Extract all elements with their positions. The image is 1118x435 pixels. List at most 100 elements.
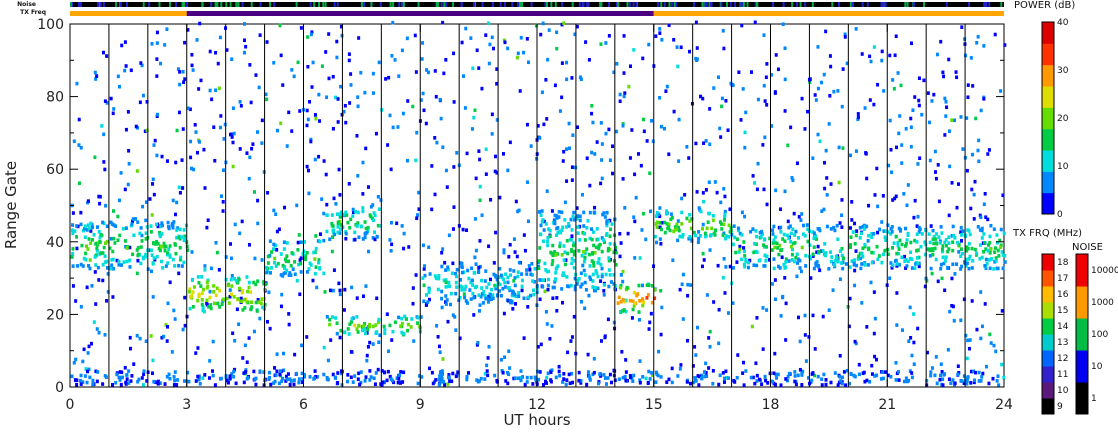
heatmap-cell <box>440 369 444 373</box>
heatmap-cell <box>430 207 434 212</box>
heatmap-cell <box>917 230 921 234</box>
noise-bar-tick <box>755 2 758 7</box>
heatmap-cell <box>878 227 882 232</box>
heatmap-cell <box>561 159 565 163</box>
heatmap-cell <box>939 362 943 366</box>
heatmap-cell <box>619 309 623 314</box>
heatmap-cell <box>313 271 317 276</box>
heatmap-cell <box>344 210 348 215</box>
heatmap-cell <box>331 126 335 131</box>
heatmap-cell <box>763 253 767 258</box>
heatmap-cell <box>570 261 574 266</box>
heatmap-cell <box>198 382 202 386</box>
heatmap-cell <box>791 227 795 232</box>
txfreq-colorbar-tick-label: 17 <box>1057 274 1068 284</box>
heatmap-cell <box>268 271 272 275</box>
heatmap-cell <box>584 288 588 292</box>
heatmap-cell <box>287 312 291 316</box>
heatmap-cell <box>437 377 441 382</box>
heatmap-cell <box>186 370 190 375</box>
heatmap-cell <box>718 373 722 378</box>
heatmap-cell <box>712 231 716 236</box>
heatmap-cell <box>863 242 867 247</box>
heatmap-cell <box>894 361 898 365</box>
heatmap-cell <box>758 258 762 262</box>
heatmap-cell <box>798 367 802 372</box>
heatmap-cell <box>598 372 602 376</box>
heatmap-cell <box>363 235 367 240</box>
heatmap-cell <box>306 35 310 39</box>
heatmap-cell <box>332 196 336 201</box>
heatmap-cell <box>201 305 205 310</box>
heatmap-cell <box>83 224 87 229</box>
heatmap-cell <box>548 228 552 233</box>
heatmap-cell <box>141 256 145 261</box>
heatmap-cell <box>751 375 755 380</box>
heatmap-cell <box>868 380 872 384</box>
heatmap-cell <box>330 213 334 217</box>
heatmap-cell <box>480 292 484 296</box>
heatmap-cell <box>349 375 353 380</box>
heatmap-cell <box>458 284 462 288</box>
heatmap-cell <box>434 276 438 281</box>
heatmap-cell <box>612 320 616 325</box>
heatmap-cell <box>873 374 877 378</box>
heatmap-cell <box>825 193 829 197</box>
heatmap-cell <box>368 340 372 345</box>
heatmap-cell <box>493 283 497 288</box>
heatmap-cell <box>464 299 468 303</box>
heatmap-cell <box>427 290 431 295</box>
heatmap-cell <box>966 246 970 251</box>
heatmap-cell <box>717 307 721 312</box>
heatmap-cell <box>964 257 968 262</box>
heatmap-cell <box>605 223 609 228</box>
heatmap-cell <box>916 162 920 166</box>
noise-bar-tick <box>545 2 548 7</box>
heatmap-cell <box>502 250 506 255</box>
heatmap-cell <box>888 53 892 58</box>
heatmap-cell <box>972 192 976 197</box>
heatmap-cell <box>945 105 949 110</box>
heatmap-cell <box>477 66 481 70</box>
heatmap-cell <box>952 233 956 238</box>
heatmap-cell <box>97 194 101 199</box>
heatmap-cell <box>812 231 816 236</box>
heatmap-cell <box>357 371 361 376</box>
heatmap-cell <box>386 349 390 354</box>
heatmap-cell <box>612 250 616 255</box>
heatmap-cell <box>478 184 482 189</box>
heatmap-cell <box>748 258 752 263</box>
heatmap-cell <box>572 210 576 215</box>
heatmap-cell <box>280 292 284 297</box>
heatmap-cell <box>501 286 505 291</box>
heatmap-cell <box>705 293 709 297</box>
heatmap-cell <box>838 221 842 225</box>
heatmap-cell <box>450 379 454 384</box>
heatmap-cell <box>455 267 459 272</box>
heatmap-cell <box>930 366 934 370</box>
heatmap-cell <box>508 140 512 145</box>
heatmap-cell <box>586 352 590 357</box>
heatmap-cell <box>701 222 705 227</box>
heatmap-cell <box>225 378 229 383</box>
heatmap-cell <box>912 340 916 345</box>
heatmap-cell <box>291 267 295 272</box>
heatmap-cell <box>621 269 625 274</box>
heatmap-cell <box>537 377 541 382</box>
heatmap-cell <box>186 28 190 32</box>
heatmap-cell <box>522 296 526 301</box>
heatmap-cell <box>377 207 381 211</box>
heatmap-cell <box>70 374 74 379</box>
heatmap-cell <box>516 270 520 274</box>
heatmap-cell <box>965 376 969 380</box>
heatmap-cell <box>583 238 587 242</box>
heatmap-cell <box>519 369 523 373</box>
heatmap-cell <box>101 251 105 255</box>
heatmap-cell <box>199 284 203 288</box>
heatmap-cell <box>282 368 286 373</box>
heatmap-cell <box>330 221 334 226</box>
heatmap-cell <box>136 220 140 224</box>
heatmap-cell <box>190 63 194 68</box>
heatmap-cell <box>361 206 365 210</box>
heatmap-cell <box>828 93 832 98</box>
